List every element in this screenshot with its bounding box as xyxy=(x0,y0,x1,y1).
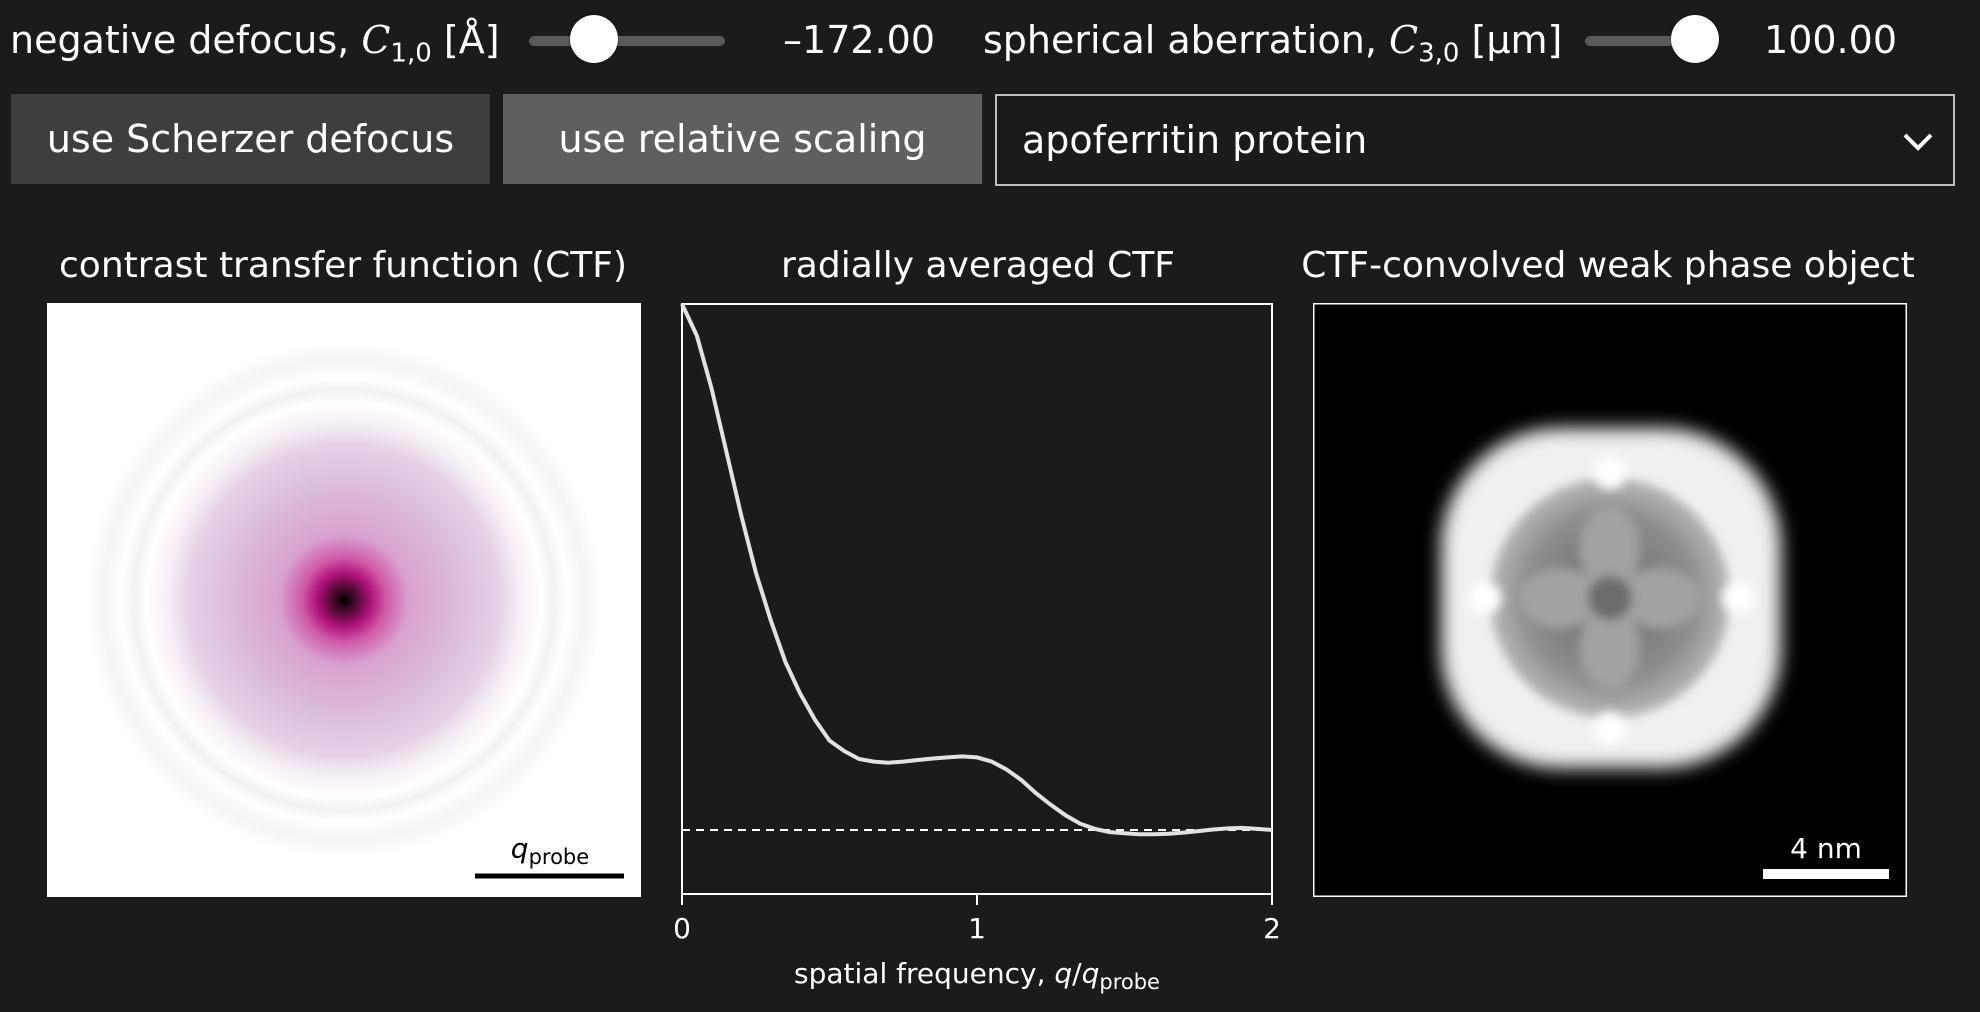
x-axis-label-text: spatial frequency, xyxy=(794,957,1054,990)
core-lobe-3 xyxy=(1520,568,1600,628)
x-axis-label-q: q xyxy=(1054,957,1072,990)
q-probe-scalebar-label: qprobe xyxy=(511,832,589,869)
nm-scalebar-label: 4 nm xyxy=(1790,832,1862,865)
spherical-label-text: spherical aberration, xyxy=(983,18,1389,62)
specimen-select-value: apoferritin protein xyxy=(1022,118,1368,162)
spherical-slider-thumb[interactable] xyxy=(1671,15,1719,63)
core-lobe-1 xyxy=(1580,508,1640,588)
defocus-slider-track[interactable] xyxy=(529,36,725,46)
defocus-slider[interactable] xyxy=(529,10,725,70)
q-probe-symbol: q xyxy=(511,832,529,865)
bright-spot-3 xyxy=(1469,582,1501,614)
spherical-symbol: C xyxy=(1388,18,1419,62)
spherical-aberration-slider[interactable] xyxy=(1585,10,1719,70)
core-lobe-4 xyxy=(1620,568,1700,628)
wpo-frame xyxy=(1313,303,1907,897)
bright-spot-2 xyxy=(1594,712,1626,744)
spherical-slider-track[interactable] xyxy=(1585,36,1717,46)
defocus-symbol: C xyxy=(361,18,391,62)
spherical-subscript: 3,0 xyxy=(1418,38,1460,69)
wpo-panel-title: CTF-convolved weak phase object xyxy=(1301,245,1915,286)
core-center xyxy=(1588,576,1632,620)
use-scherzer-defocus-button[interactable]: use Scherzer defocus xyxy=(11,94,490,184)
ctf-panel-title: contrast transfer function (CTF) xyxy=(59,245,627,286)
core-lobe-2 xyxy=(1580,608,1640,688)
use-relative-scaling-button[interactable]: use relative scaling xyxy=(503,94,982,184)
x-axis-label-subscript: probe xyxy=(1099,970,1160,994)
chevron-down-icon xyxy=(1903,133,1933,151)
spherical-unit: [μm] xyxy=(1471,18,1563,62)
x-axis-label: spatial frequency, q/qprobe xyxy=(794,957,1160,994)
radial-ctf-panel-title: radially averaged CTF xyxy=(780,245,1176,286)
x-tick-label: 0 xyxy=(673,912,691,945)
bright-spot-1 xyxy=(1594,457,1626,489)
wpo-image: 4 nm xyxy=(1313,303,1907,897)
specimen-select[interactable]: apoferritin protein xyxy=(995,94,1955,186)
spherical-aberration-label: spherical aberration, C3,0 [μm] xyxy=(983,10,1562,70)
x-axis-label-q2: q xyxy=(1082,957,1100,990)
defocus-label-text: negative defocus, xyxy=(10,18,362,62)
ctf-2d-rings xyxy=(47,303,641,897)
defocus-slider-thumb[interactable] xyxy=(570,15,618,63)
radial-ctf-plot-frame xyxy=(681,303,1273,895)
defocus-label: negative defocus, C1,0 [Å] xyxy=(10,10,500,70)
ctf-2d-frame xyxy=(47,303,641,897)
spherical-aberration-value: 100.00 xyxy=(1764,18,1897,62)
defocus-value: –172.00 xyxy=(783,18,935,62)
q-probe-subscript: probe xyxy=(529,845,590,869)
x-axis-label-slash: / xyxy=(1072,957,1082,990)
x-tick-label: 2 xyxy=(1263,912,1281,945)
series-line xyxy=(680,303,1273,837)
defocus-unit: [Å] xyxy=(443,18,500,62)
defocus-subscript: 1,0 xyxy=(390,38,432,69)
bright-spot-4 xyxy=(1722,582,1754,614)
ctf-2d-image: qprobe xyxy=(47,303,641,897)
x-tick-label: 1 xyxy=(968,912,986,945)
